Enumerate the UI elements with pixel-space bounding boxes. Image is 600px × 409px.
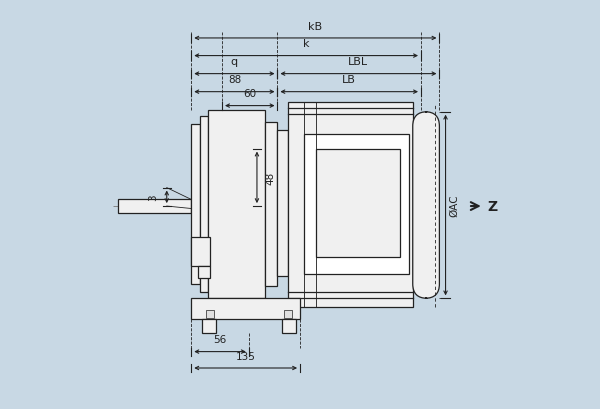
Bar xyxy=(206,310,214,318)
Bar xyxy=(316,149,400,258)
Bar xyxy=(191,237,210,266)
Bar xyxy=(200,117,208,292)
Text: 56: 56 xyxy=(214,335,227,344)
Text: 135: 135 xyxy=(236,351,256,361)
Text: q: q xyxy=(231,57,238,67)
Text: k: k xyxy=(303,39,310,49)
Bar xyxy=(287,102,413,307)
Bar xyxy=(202,319,216,333)
Text: 60: 60 xyxy=(243,89,256,99)
Bar xyxy=(304,135,409,274)
Text: 48: 48 xyxy=(265,171,275,184)
Text: 88: 88 xyxy=(228,75,241,85)
Text: 3: 3 xyxy=(149,194,158,201)
Bar xyxy=(277,131,288,276)
Bar xyxy=(281,319,296,333)
Text: Z: Z xyxy=(488,200,498,213)
Text: ØAC: ØAC xyxy=(449,194,460,217)
Bar xyxy=(208,110,265,299)
Bar xyxy=(284,310,292,318)
Bar xyxy=(191,299,300,319)
Text: LB: LB xyxy=(342,75,356,85)
Bar xyxy=(191,125,200,284)
Bar xyxy=(265,123,277,286)
Text: LBL: LBL xyxy=(349,57,368,67)
Text: kB: kB xyxy=(308,22,322,31)
Bar xyxy=(118,200,191,213)
Bar xyxy=(197,266,210,278)
FancyBboxPatch shape xyxy=(413,112,439,299)
